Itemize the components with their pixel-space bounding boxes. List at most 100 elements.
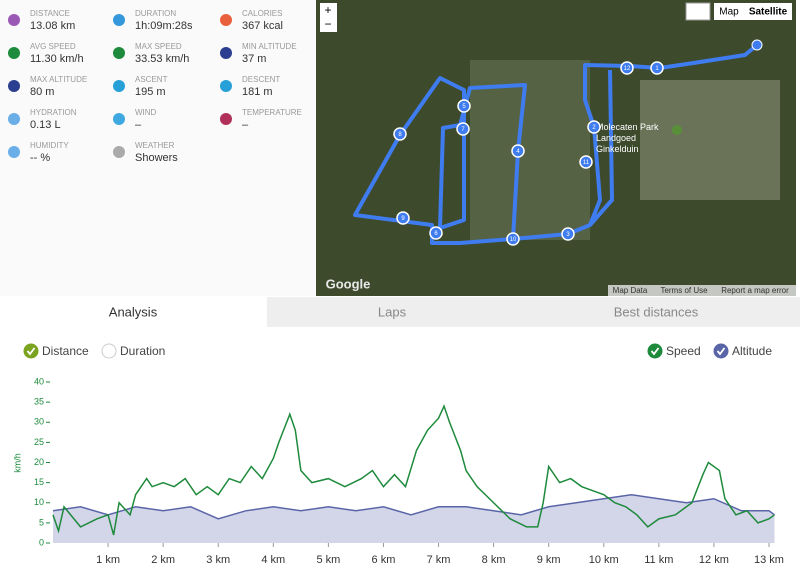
option-label[interactable]: Duration [120, 344, 165, 358]
area [53, 494, 775, 543]
tab[interactable]: Best distances [614, 304, 699, 319]
route-marker-label: 12 [624, 66, 631, 72]
map-button[interactable] [714, 3, 744, 20]
map-footer-link[interactable]: Terms of Use [660, 286, 708, 295]
tab[interactable]: Analysis [109, 304, 158, 319]
stat-icon [113, 146, 125, 158]
y-tick-label: 20 [34, 457, 44, 467]
stat-icon [113, 80, 125, 92]
stat-icon [8, 14, 20, 26]
x-tick-label: 1 km [96, 554, 120, 566]
x-tick-label: 13 km [754, 554, 784, 566]
route-marker [393, 127, 407, 141]
option-label[interactable]: Altitude [732, 344, 772, 358]
route-marker [456, 122, 470, 136]
stat-icon [220, 14, 232, 26]
stat-icon [113, 47, 125, 59]
satellite-button-label[interactable]: Satellite [749, 7, 788, 18]
y-tick-label: 0 [39, 537, 44, 547]
stat-icon [8, 113, 20, 125]
tab[interactable]: Laps [378, 304, 407, 319]
stat-icon [8, 146, 20, 158]
zoom-in[interactable]: + [324, 3, 331, 17]
stat-label: DESCENT [242, 75, 280, 84]
stat-label: HYDRATION [30, 108, 77, 117]
stat-icon [113, 113, 125, 125]
x-tick-label: 4 km [261, 554, 285, 566]
stat-label: TEMPERATURE [242, 108, 302, 117]
x-tick-label: 7 km [427, 554, 451, 566]
stat-label: MAX SPEED [135, 42, 182, 51]
route-marker [620, 61, 634, 75]
check-mark [26, 347, 36, 356]
stat-icon [220, 80, 232, 92]
stat-label: CALORIES [242, 9, 282, 18]
route-marker [506, 232, 520, 246]
stat-value: Showers [135, 152, 178, 164]
x-tick-label: 12 km [699, 554, 729, 566]
x-tick-label: 2 km [151, 554, 175, 566]
x-tick-label: 11 km [644, 554, 673, 566]
tab-active[interactable] [0, 297, 267, 327]
checkbox[interactable] [647, 343, 663, 359]
series-line [52, 404, 775, 536]
zoom-control[interactable] [320, 3, 337, 32]
route-marker [457, 99, 471, 113]
stat-label: WIND [135, 108, 157, 117]
x-tick-label: 6 km [372, 554, 396, 566]
map: + − Map Satellite Molecaten Park Landgoe… [316, 0, 796, 296]
check-mark [716, 347, 726, 356]
y-tick-label: 35 [34, 397, 44, 407]
stat-value: 0.13 L [30, 119, 61, 131]
stat-icon [8, 47, 20, 59]
stat-value: 33.53 km/h [135, 53, 189, 65]
stat-value: 195 m [135, 86, 166, 98]
route-marker-label: 3 [566, 232, 570, 238]
fullscreen[interactable] [685, 2, 711, 21]
x-tick-label: 8 km [482, 554, 506, 566]
option-label[interactable]: Distance [42, 344, 89, 358]
stat-label: ASCENT [135, 75, 168, 84]
map-footer-link[interactable]: Map Data [613, 286, 648, 295]
satellite-button[interactable] [744, 3, 792, 20]
y-tick-label: 5 [39, 517, 44, 527]
stat-value: 11.30 km/h [30, 53, 84, 65]
checkbox[interactable] [101, 343, 117, 359]
stat-value: -- % [30, 152, 50, 164]
route-marker [650, 61, 664, 75]
route [353, 43, 759, 245]
start-marker [751, 39, 763, 51]
checkbox[interactable] [713, 343, 729, 359]
y-axis-label: km/h [12, 453, 22, 473]
route-marker-label: 7 [461, 127, 465, 133]
stat-value: 367 kcal [242, 20, 283, 32]
stat-value: 37 m [242, 53, 266, 65]
terrain [470, 60, 590, 240]
map-footer-link[interactable]: Report a map error [721, 286, 789, 295]
check-mark [650, 347, 660, 356]
y-tick-label: 25 [34, 437, 44, 447]
stat-icon [113, 14, 125, 26]
x-tick-label: 5 km [316, 554, 340, 566]
route-marker [396, 211, 410, 225]
option-label[interactable]: Speed [666, 344, 701, 358]
stat-value: 181 m [242, 86, 273, 98]
stat-icon [220, 47, 232, 59]
zoom-out[interactable]: − [324, 17, 331, 31]
stat-value: 80 m [30, 86, 54, 98]
stat-icon [220, 113, 232, 125]
route-marker-label: 8 [398, 132, 402, 138]
stat-value: – [242, 119, 249, 131]
stat-value: 1h:09m:28s [135, 20, 193, 32]
route-marker-label: 11 [583, 160, 590, 166]
checkbox[interactable] [23, 343, 39, 359]
map-button-label[interactable]: Map [719, 7, 739, 18]
y-tick-label: 30 [34, 417, 44, 427]
route-marker-label: 6 [434, 231, 438, 237]
series-line [52, 493, 775, 520]
route-marker-label: 2 [592, 125, 596, 131]
y-tick-label: 10 [34, 497, 44, 507]
place-label: Molecaten Park Landgoed Ginkelduin [596, 122, 659, 152]
stat-label: DISTANCE [30, 9, 70, 18]
